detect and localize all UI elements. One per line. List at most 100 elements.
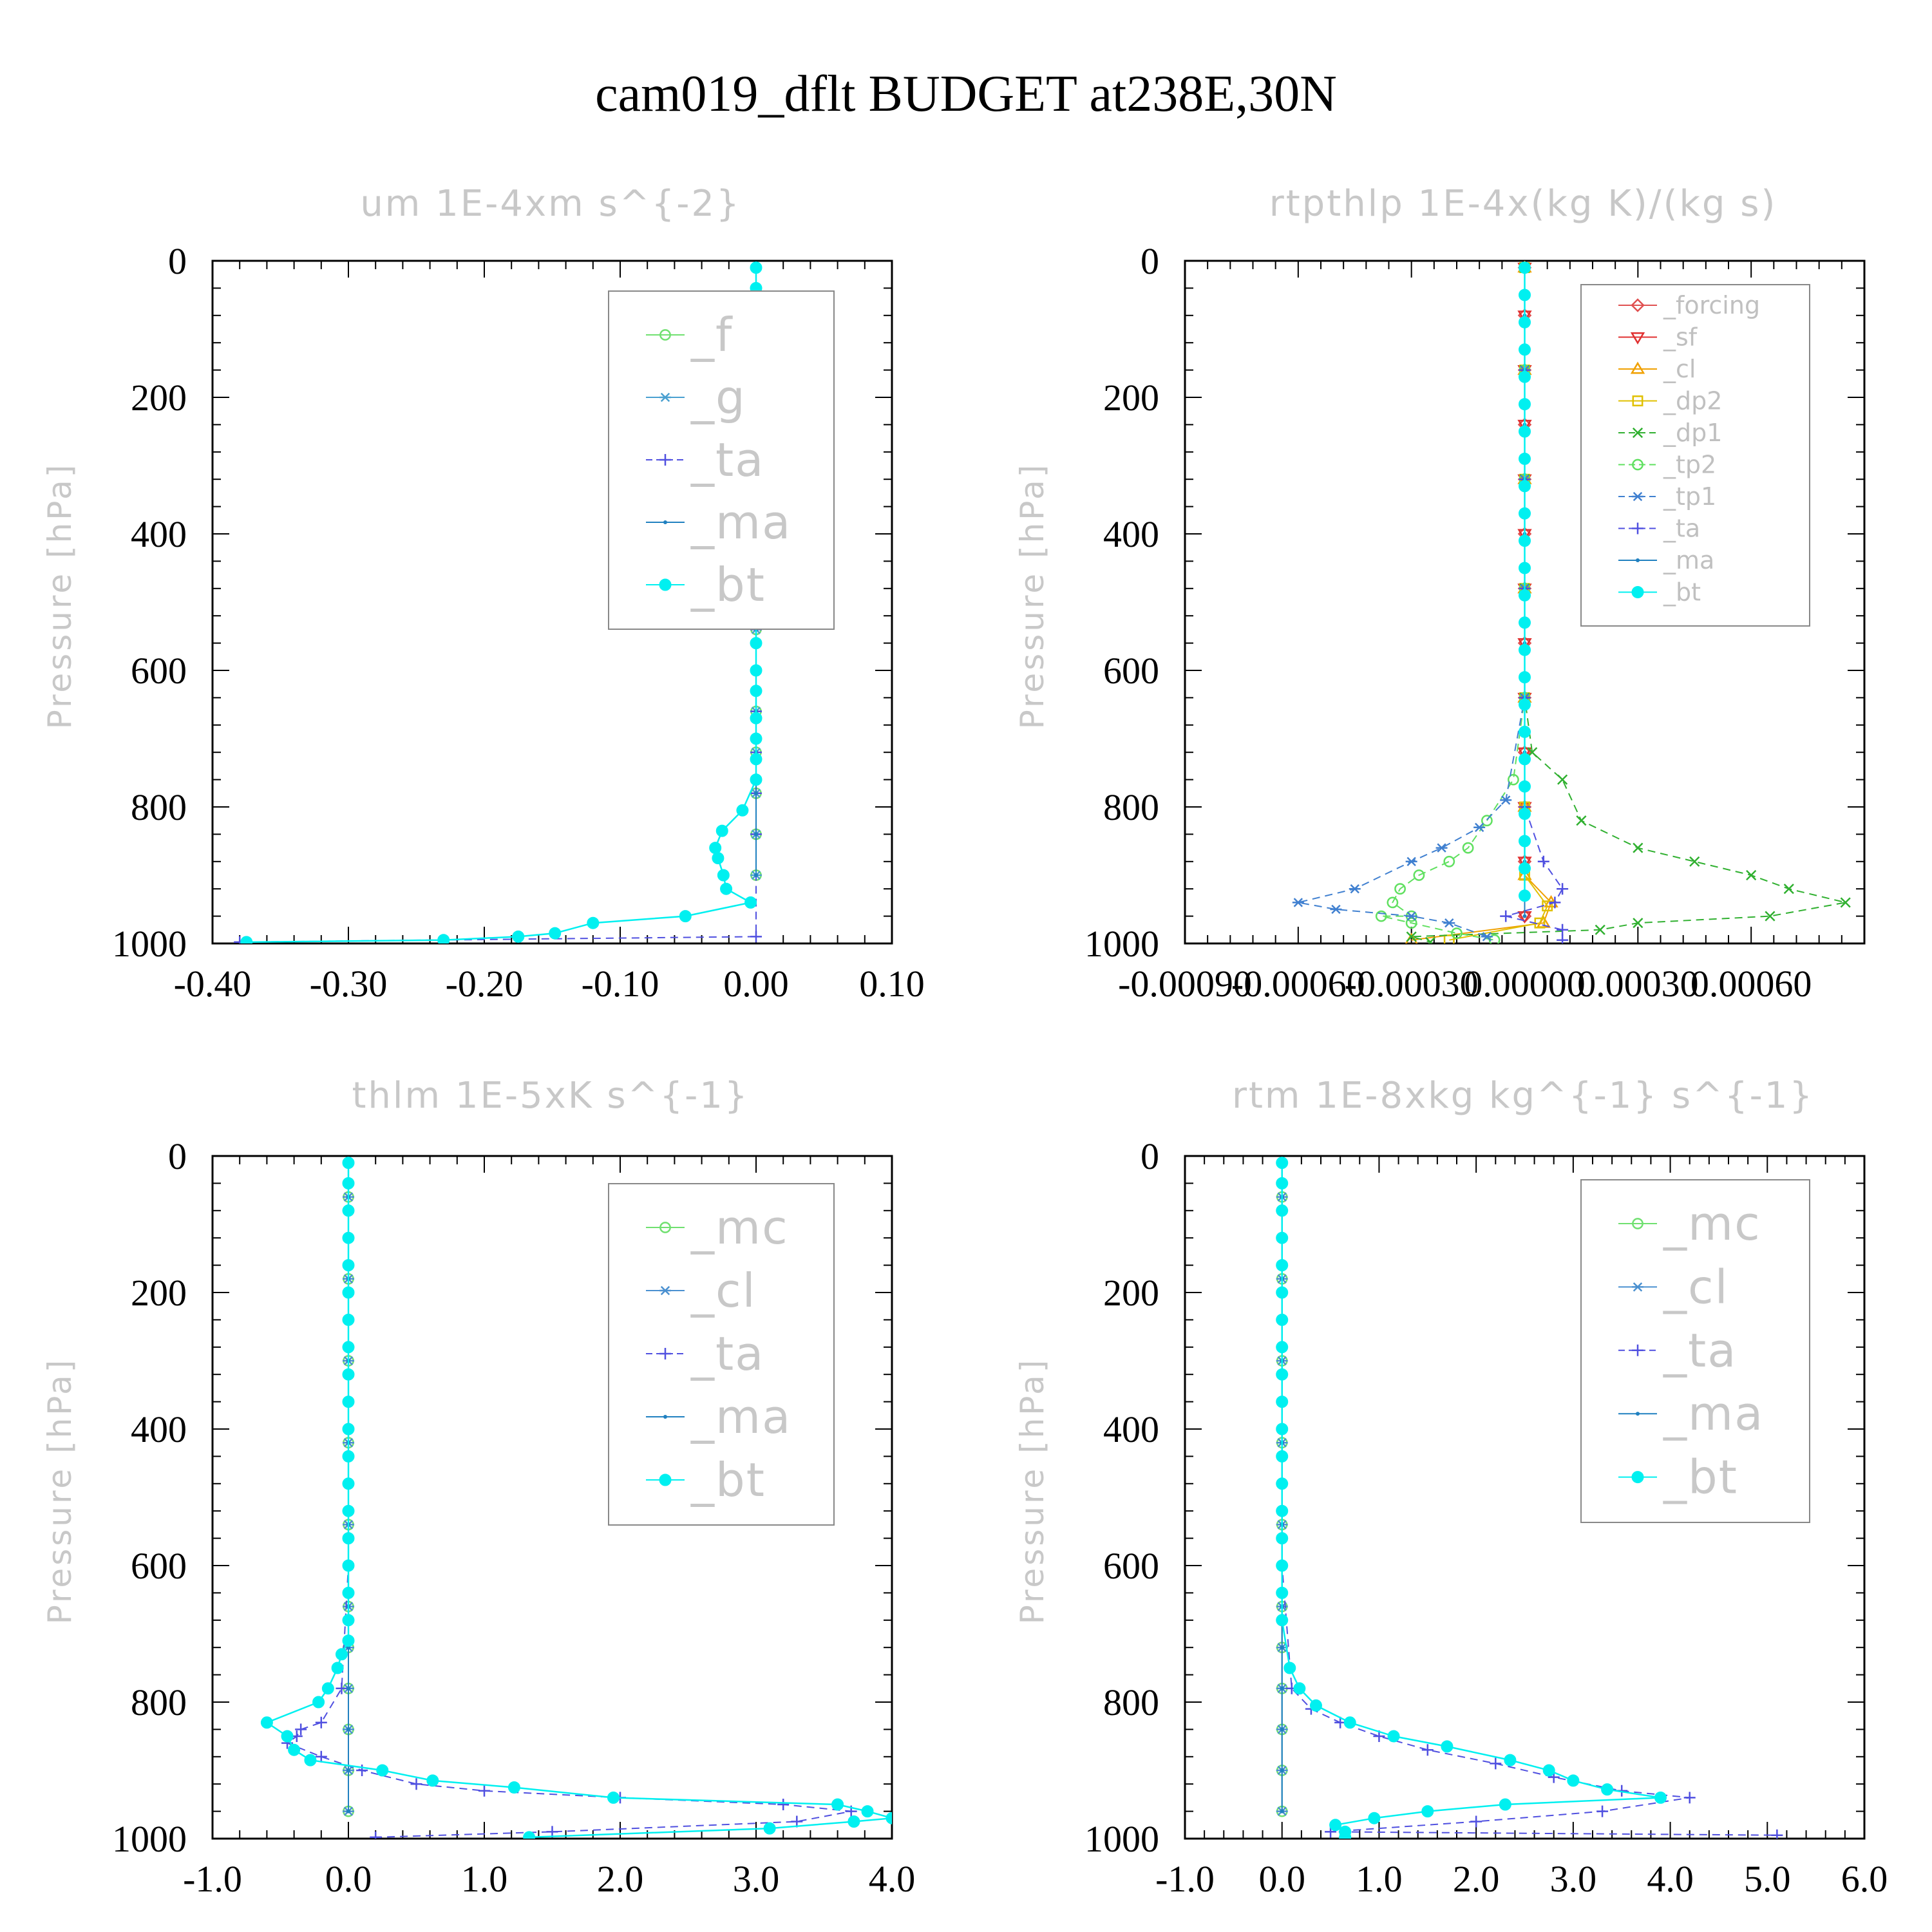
data-point: [240, 936, 253, 943]
data-point: [1280, 1645, 1284, 1650]
x-tick-label: 4.0: [1647, 1858, 1694, 1900]
data-point: [1683, 1792, 1696, 1804]
legend-label: _ma: [1663, 1387, 1764, 1441]
data-point: [342, 1614, 355, 1627]
data-point: [342, 1313, 355, 1326]
x-tick-label: 0.00: [723, 963, 789, 1005]
data-point: [342, 1231, 355, 1244]
data-point: [1330, 904, 1342, 914]
data-layer: [260, 1157, 892, 1839]
data-point: [342, 1259, 355, 1272]
legend-marker: [659, 578, 672, 591]
panel-rtm: rtm 1E-8xkg kg^{-1} s^{-1} Pressure [hPa…: [1014, 1075, 1888, 1900]
data-point: [1421, 1805, 1434, 1818]
data-point: [1519, 671, 1531, 684]
data-point: [1508, 773, 1519, 786]
x-tick-label: 0.0: [325, 1858, 372, 1900]
plot-frame: [211, 260, 893, 945]
legend-label: _mc: [690, 1200, 789, 1255]
data-point: [1276, 1157, 1289, 1170]
legend-marker: [1631, 586, 1644, 598]
data-point: [342, 1450, 355, 1463]
data-point: [1519, 643, 1531, 656]
y-axis-label-rtpthlp: Pressure [hPa]: [1014, 462, 1051, 730]
x-tick-label: 3.0: [733, 1858, 780, 1900]
data-point: [1746, 869, 1757, 881]
data-point: [356, 1765, 368, 1776]
data-point: [1689, 856, 1700, 867]
data-point: [1519, 452, 1531, 465]
legend-label: _bt: [690, 1453, 766, 1507]
x-tick-label: -0.40: [174, 963, 252, 1005]
x-tick-label: -0.00090: [1118, 963, 1252, 1005]
data-point: [312, 1696, 325, 1709]
data-point: [1387, 896, 1399, 909]
data-point: [1441, 1740, 1454, 1753]
legend-marker: [659, 1473, 672, 1486]
data-point: [750, 685, 762, 697]
data-point: [1394, 883, 1406, 895]
legend-marker: [659, 1348, 671, 1359]
legend-marker: [659, 1285, 671, 1296]
data-point: [1405, 857, 1417, 866]
y-tick-label: 400: [131, 1408, 187, 1450]
x-tick-label: 6.0: [1841, 1858, 1888, 1900]
data-point: [1276, 1177, 1289, 1189]
data-point: [342, 1157, 355, 1170]
data-point: [1601, 1783, 1614, 1796]
data-point: [1375, 910, 1387, 922]
x-tick-label: 1.0: [1356, 1858, 1403, 1900]
legend-marker: [1632, 491, 1643, 502]
figure-title: cam019_dflt BUDGET at238E,30N: [595, 66, 1337, 122]
y-axis-label-rtm: Pressure [hPa]: [1014, 1358, 1051, 1625]
y-tick-label: 200: [1103, 1272, 1159, 1314]
data-point: [744, 896, 757, 909]
data-point: [1519, 725, 1531, 738]
x-tick-label: 0.10: [859, 963, 925, 1005]
data-point: [342, 1559, 355, 1572]
legend: _mc _cl _ta _ma _bt: [1580, 1179, 1810, 1523]
data-point: [750, 261, 762, 274]
data-point: [1567, 1774, 1580, 1787]
data-point: [1276, 1259, 1289, 1272]
data-point: [346, 1727, 350, 1732]
data-point: [1292, 898, 1304, 907]
plot-frame: [211, 1155, 893, 1840]
data-point: [1519, 398, 1531, 411]
legend-label: _ta: [1663, 515, 1700, 543]
data-point: [346, 1686, 350, 1690]
data-point: [712, 852, 724, 864]
data-point: [1557, 923, 1569, 936]
data-point: [1276, 1368, 1289, 1381]
legend: _mc _cl _ta _ma _bt: [608, 1183, 835, 1526]
data-point: [1293, 1682, 1306, 1695]
data-point: [410, 1778, 422, 1790]
legend-marker: [1630, 332, 1645, 345]
legend: _forcing _sf _cl _dp2 _dp1 _tp2 _tp1 _ta _ma _bt: [1580, 284, 1810, 627]
y-axis-label-um: Pressure [hPa]: [41, 462, 79, 730]
data-point: [342, 1286, 355, 1299]
data-point: [342, 1634, 355, 1647]
data-point: [1280, 1727, 1284, 1732]
data-point: [1462, 842, 1474, 854]
legend: _f _g _ta _ma _bt: [608, 290, 835, 630]
data-point: [1490, 1757, 1502, 1770]
data-point: [342, 1504, 355, 1517]
data-point: [1557, 774, 1568, 785]
panel-um: um 1E-4xm s^{-2} Pressure [hPa] 0 200 400 6…: [41, 183, 925, 1005]
legend-label: _bt: [1663, 578, 1701, 607]
data-point: [1473, 822, 1486, 832]
y-tick-label: 0: [168, 240, 187, 282]
y-tick-label: 600: [1103, 1545, 1159, 1587]
data-point: [1537, 855, 1549, 867]
x-tick-label: 2.0: [597, 1858, 644, 1900]
data-point: [1519, 316, 1531, 328]
data-point: [335, 1648, 348, 1661]
legend-label: _dp2: [1663, 387, 1722, 415]
data-point: [1519, 562, 1531, 574]
legend-label: _cl: [1663, 1260, 1729, 1314]
data-layer: [1292, 261, 1851, 943]
legend-marker: [1632, 522, 1643, 535]
x-tick-label: -1.0: [183, 1858, 242, 1900]
